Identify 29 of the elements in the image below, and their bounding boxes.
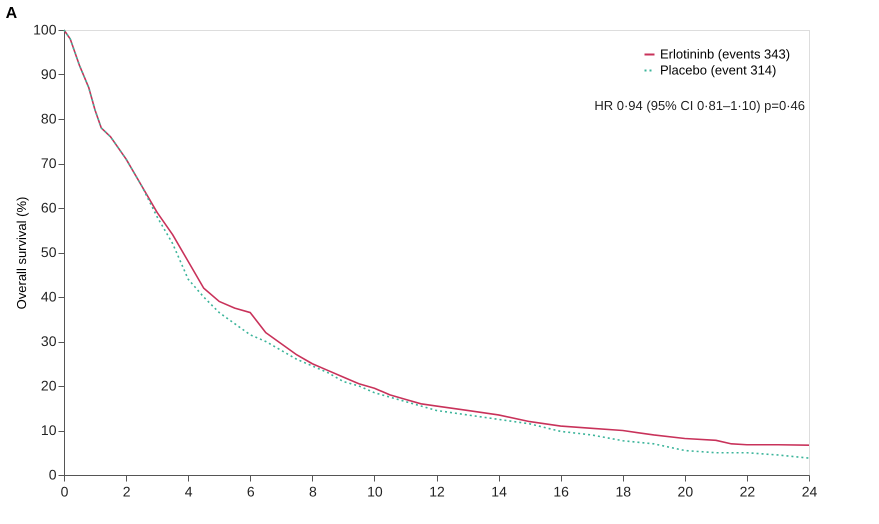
x-tick-label: 16 [553, 484, 570, 500]
x-tick-label: 2 [122, 484, 131, 500]
annotation: HR 0·94 (95% CI 0·81–1·10) p=0·46 [594, 98, 805, 113]
chart-title: A [6, 5, 18, 22]
legend-label: Erlotininb (events 343) [660, 46, 790, 62]
x-tick-label: 24 [802, 484, 818, 500]
y-tick-label: 40 [40, 288, 57, 304]
y-tick-label: 60 [40, 200, 57, 216]
x-tick-label: 12 [429, 484, 445, 500]
y-tick-label: 80 [40, 110, 57, 126]
x-tick-label: 20 [678, 484, 694, 500]
y-tick-label: 50 [40, 244, 57, 260]
x-tick-label: 4 [184, 484, 193, 500]
legend-label: Placebo (event 314) [660, 62, 776, 78]
y-axis-title: Overall survival (%) [14, 196, 30, 310]
y-tick-label: 100 [33, 22, 57, 38]
y-tick-label: 70 [40, 155, 57, 171]
x-tick-label: 10 [367, 484, 383, 500]
x-tick-label: 8 [308, 484, 317, 500]
x-tick-label: 14 [491, 484, 508, 500]
x-tick-label: 18 [615, 484, 632, 500]
x-tick-label: 22 [740, 484, 756, 500]
x-tick-label: 0 [60, 484, 69, 500]
x-tick-label: 6 [246, 484, 255, 500]
y-tick-label: 10 [40, 422, 57, 438]
y-tick-label: 0 [48, 466, 57, 482]
y-tick-label: 30 [40, 333, 57, 349]
y-tick-label: 90 [40, 66, 57, 82]
y-tick-label: 20 [40, 378, 57, 394]
